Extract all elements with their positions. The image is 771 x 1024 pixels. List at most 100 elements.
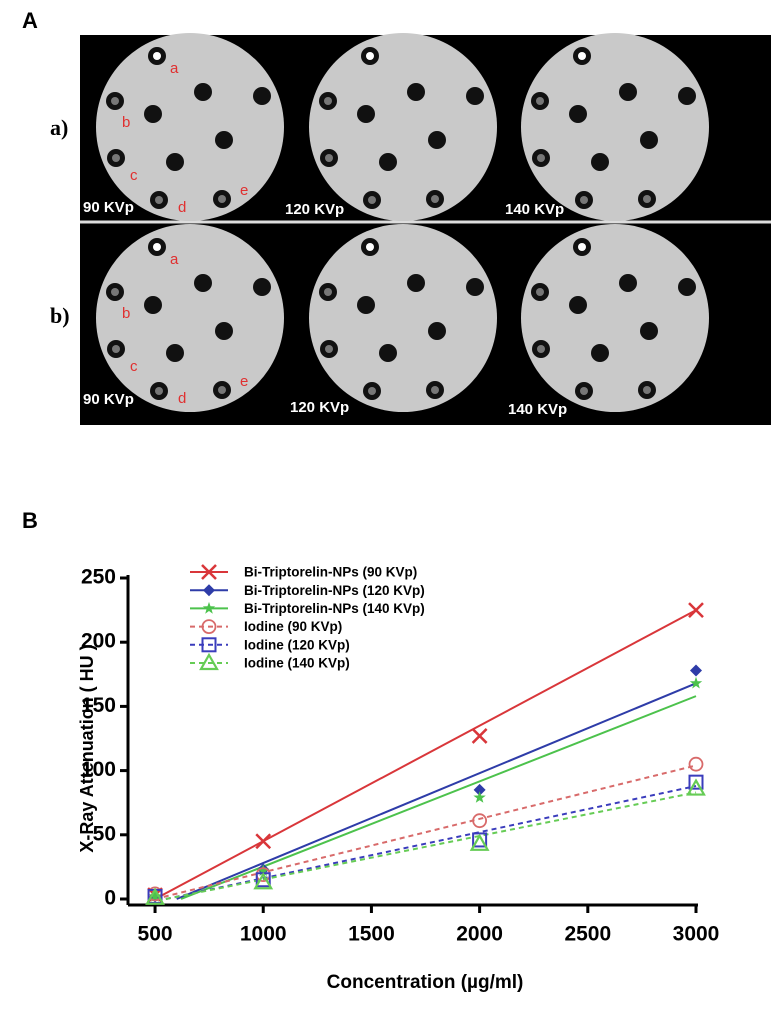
phantom (521, 224, 709, 412)
x-tick-label: 3000 (673, 923, 720, 946)
vial-core (324, 97, 332, 105)
marker (686, 778, 706, 796)
marker (689, 676, 703, 689)
fit-line (165, 791, 697, 900)
legend-label: Bi-Triptorelin-NPs (140 KVp) (244, 601, 425, 616)
panel-label: B (22, 508, 38, 533)
vial (144, 105, 162, 123)
marker (257, 864, 270, 876)
vial-core (325, 345, 333, 353)
y-tick-label: 50 (93, 822, 116, 845)
marker (688, 756, 704, 772)
vial-letter: a (170, 251, 179, 268)
y-tick-label: 150 (81, 694, 116, 717)
vial (379, 153, 397, 171)
vial-core (536, 97, 544, 105)
vial-core (431, 195, 439, 203)
vial-core (153, 52, 161, 60)
vial (591, 153, 609, 171)
vial (253, 278, 271, 296)
vial-core (366, 243, 374, 251)
vial (194, 83, 212, 101)
vial-core (580, 196, 588, 204)
vial-letter: c (130, 167, 138, 184)
vial-core (368, 196, 376, 204)
vial-core (218, 195, 226, 203)
y-tick-label: 250 (81, 566, 116, 589)
marker (472, 832, 488, 848)
fit-line (180, 695, 697, 900)
vial (215, 131, 233, 149)
vial-core (366, 52, 374, 60)
legend-label: Bi-Triptorelin-NPs (120 KVp) (244, 583, 425, 598)
vial-core (111, 288, 119, 296)
row-label: a) (50, 115, 68, 140)
phantom (96, 33, 284, 221)
y-tick-label: 100 (81, 758, 116, 781)
vial-core (643, 386, 651, 394)
vial-core (155, 387, 163, 395)
x-tick-label: 2000 (456, 923, 503, 946)
marker (253, 872, 274, 890)
vial (166, 153, 184, 171)
row-label: b) (50, 303, 70, 328)
legend-label: Iodine (120 KVp) (244, 637, 350, 652)
marker (202, 601, 216, 614)
vial (640, 322, 658, 340)
vial (194, 274, 212, 292)
vial (466, 87, 484, 105)
x-axis-title: Concentration (µg/ml) (327, 972, 524, 993)
kvp-label: 140 KVp (508, 401, 567, 418)
vial-core (111, 97, 119, 105)
vial-core (537, 154, 545, 162)
marker (203, 584, 215, 597)
marker (255, 833, 272, 850)
kvp-label: 120 KVp (285, 201, 344, 218)
vial (357, 105, 375, 123)
vial-core (431, 386, 439, 394)
vial (569, 105, 587, 123)
marker (145, 887, 165, 905)
fit-line (176, 682, 697, 900)
phantom (521, 33, 709, 221)
vial (619, 274, 637, 292)
marker (199, 652, 219, 671)
vial-letter: c (130, 358, 138, 375)
fit-line (165, 785, 697, 900)
kvp-label: 120 KVp (290, 399, 349, 416)
vial (144, 296, 162, 314)
marker (201, 619, 217, 634)
y-axis-title: X-Ray Attenuation ( HU ) (77, 644, 97, 852)
vial (215, 322, 233, 340)
vial (379, 344, 397, 362)
legend-label: Iodine (140 KVp) (244, 656, 350, 671)
x-tick-label: 1500 (348, 923, 395, 946)
y-tick-label: 0 (104, 887, 116, 910)
vial-core (368, 387, 376, 395)
vial (357, 296, 375, 314)
fit-line (154, 764, 697, 900)
phantom (96, 224, 284, 412)
vial-core (155, 196, 163, 204)
marker (473, 783, 486, 796)
marker (472, 813, 488, 829)
vial (678, 278, 696, 296)
marker (201, 637, 217, 653)
vial (428, 322, 446, 340)
vial (466, 278, 484, 296)
vial-core (537, 345, 545, 353)
vial-letter: b (122, 305, 130, 322)
vial (591, 344, 609, 362)
vial (678, 87, 696, 105)
legend-label: Iodine (90 KVp) (244, 619, 342, 634)
vial-core (112, 154, 120, 162)
marker (201, 564, 217, 580)
kvp-label: 90 KVp (83, 391, 134, 408)
vial-core (112, 345, 120, 353)
vial (619, 83, 637, 101)
vial-core (643, 195, 651, 203)
vial (640, 131, 658, 149)
vial (407, 83, 425, 101)
y-tick-label: 200 (81, 630, 116, 653)
